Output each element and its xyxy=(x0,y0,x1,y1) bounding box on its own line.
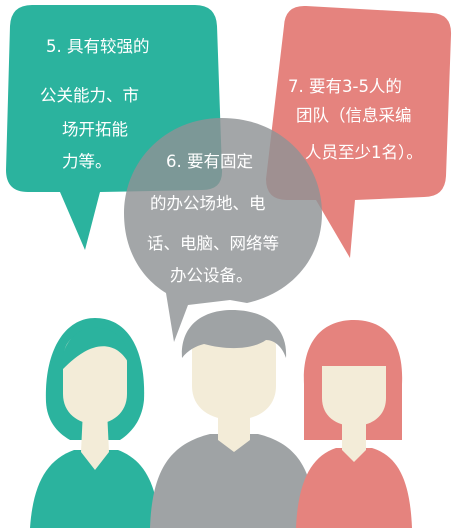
speech-bubble-middle: 6. 要有固定 的办公场地、电 话、电脑、网络等 办公设备。 xyxy=(124,118,322,342)
svg-text:7. 要有3-5人的 团队（信息采编: 7. 要有3-5人的 团队（信息采编 人员至少1名）。 xyxy=(288,77,423,162)
speech-bubble-middle-shape xyxy=(124,118,322,342)
person-middle xyxy=(150,310,316,528)
person-left xyxy=(30,318,160,528)
person-middle-hair xyxy=(181,310,287,358)
bubble-middle-line-4: 办公设备。 xyxy=(170,266,253,285)
person-right-body xyxy=(296,448,412,528)
bubble-right-line-3: 人员至少1名）。 xyxy=(305,143,423,162)
person-left-fringe xyxy=(60,327,129,372)
bubble-right-line-1: 7. 要有3-5人的 xyxy=(288,77,402,96)
bubble-right-line-2: 团队（信息采编 xyxy=(296,106,412,125)
person-right-face xyxy=(322,366,386,426)
person-left-neck xyxy=(81,410,109,470)
bubble-middle-line-3: 话、电脑、网络等 xyxy=(147,234,279,253)
bubble-left-line-3: 场开拓能 xyxy=(62,120,128,139)
svg-text:5. 具有较强的 公关能力、市 场: 5. 具有较强的 公关能力、市 场开拓能 力等。 xyxy=(40,37,155,171)
bubble-middle-line-1: 6. 要有固定 xyxy=(166,152,253,171)
bubble-left-line-2: 公关能力、市 xyxy=(40,86,139,105)
bubble-left-line-4: 力等。 xyxy=(62,152,112,171)
bubble-middle-line-2: 的办公场地、电 xyxy=(150,194,266,213)
bubble-left-line-1: 5. 具有较强的 xyxy=(46,37,150,56)
person-right xyxy=(296,320,412,528)
person-left-body xyxy=(30,450,160,528)
person-middle-body xyxy=(150,434,316,528)
svg-text:6. 要有固定 的办公场地、电 话: 6. 要有固定 的办公场地、电 话、电脑、网络等 办公设备。 xyxy=(147,152,284,285)
